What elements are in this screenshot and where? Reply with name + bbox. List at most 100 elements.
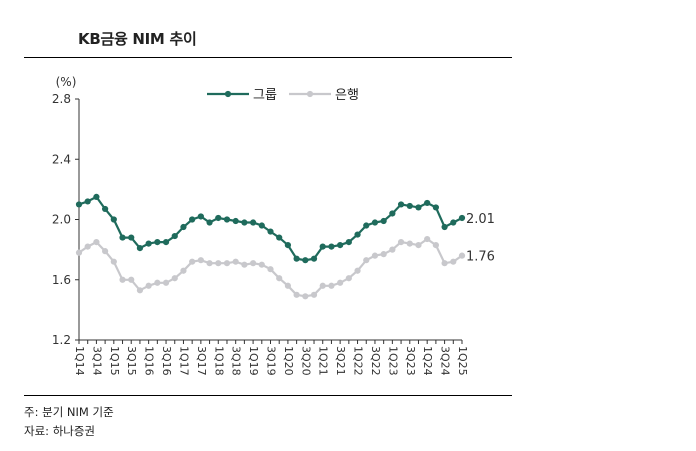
series-group-point [328, 243, 335, 250]
series-group-point [415, 204, 422, 211]
series-group-point [154, 238, 161, 246]
series-group-point [371, 219, 379, 226]
series-group-point [293, 255, 300, 262]
series-bank-point [319, 282, 326, 289]
x-tick-label: 1Q14 [73, 346, 86, 376]
series-bank-point [241, 261, 248, 268]
series-group-point [110, 216, 117, 223]
y-tick-label: 2.0 [52, 213, 71, 227]
series-bank-point [223, 260, 231, 267]
series-bank-point [345, 275, 352, 282]
series-bank-point [154, 279, 161, 286]
x-tick-label: 3Q21 [334, 346, 347, 376]
series-group-point [128, 234, 135, 241]
series-bank-point [145, 282, 152, 289]
x-tick-label: 1Q16 [143, 346, 156, 376]
series-bank-point [450, 258, 457, 265]
series-layer: 2.01 1.76 [75, 193, 495, 300]
footer-divider [24, 395, 512, 396]
series-bank-point [293, 291, 300, 298]
x-tick-label: 3Q17 [195, 346, 208, 376]
series-group-point [84, 198, 91, 205]
legend-item-group: 그룹 [207, 88, 277, 103]
series-group-point [441, 223, 448, 231]
series-bank-point [389, 246, 396, 253]
series-group-point [136, 245, 144, 252]
series-group-point [189, 216, 196, 223]
x-tick-label: 3Q18 [230, 346, 243, 376]
series-group-end-label: 2.01 [466, 212, 495, 227]
series-bank-point [119, 276, 126, 283]
series-bank-point [180, 267, 187, 274]
legend-item-bank: 은행 [289, 87, 359, 103]
series-bank-point [415, 242, 422, 249]
series-bank-point [458, 252, 466, 259]
series-group-point [119, 234, 126, 241]
series-bank-point [371, 252, 379, 259]
x-tick-label: 1Q23 [386, 346, 399, 376]
series-bank-point [215, 260, 222, 267]
series-bank-point [363, 257, 370, 264]
series-bank-point [276, 275, 283, 282]
y-tick-label: 1.2 [52, 333, 71, 347]
series-bank-point [162, 279, 170, 286]
y-axis: (%) 1.2 1.6 2.0 2.4 2.8 [52, 75, 80, 347]
series-bank-point [258, 261, 265, 268]
series-bank-point [102, 248, 109, 255]
series-group-point [267, 228, 274, 235]
series-bank-point [397, 238, 405, 246]
series-group-point [284, 242, 292, 249]
x-tick-label: 1Q21 [317, 346, 330, 376]
series-bank-point [232, 258, 239, 265]
series-group-point [223, 216, 231, 223]
x-tick-label: 3Q15 [125, 346, 138, 376]
series-bank-point [380, 251, 387, 258]
legend-swatch-marker [224, 90, 232, 98]
series-group-point [206, 219, 213, 226]
series-group-point [397, 201, 405, 208]
chart-title: KB금융 NIM 추이 [78, 30, 197, 48]
series-bank-point [267, 266, 274, 273]
footnote: 주: 분기 NIM 기준 [24, 405, 114, 419]
series-bank-point [424, 235, 431, 243]
series-group-point [249, 219, 257, 226]
y-axis-unit-label: (%) [56, 75, 77, 89]
series-group-point [310, 255, 318, 262]
legend-swatch-marker [306, 90, 314, 98]
x-tick-label: 1Q15 [108, 346, 121, 376]
series-bank-end-label: 1.76 [466, 250, 495, 265]
series-bank-point [328, 282, 335, 289]
x-tick-label: 3Q22 [369, 346, 382, 376]
x-tick-label: 3Q19 [265, 346, 278, 376]
series-bank-point [75, 249, 83, 256]
x-tick-label: 1Q20 [282, 346, 295, 376]
series-group-point [75, 201, 83, 208]
series-bank-point [84, 243, 91, 250]
series-group-point [389, 210, 396, 217]
x-tick-label: 3Q20 [299, 346, 312, 376]
series-group-point [197, 213, 204, 220]
series-group-point [162, 238, 170, 246]
y-tick-label: 2.8 [52, 92, 71, 106]
series-bank-point [432, 242, 439, 249]
series-group-point [232, 217, 239, 225]
y-tick-label: 1.6 [52, 273, 71, 287]
x-tick-label: 3Q24 [439, 346, 452, 376]
series-bank-point [206, 260, 213, 267]
series-bank-point [110, 258, 117, 265]
series-bank: 1.76 [75, 235, 495, 300]
y-tick-label: 2.4 [52, 152, 71, 166]
series-group-point [241, 219, 248, 226]
legend-label: 그룹 [253, 88, 277, 103]
series-group-point [171, 232, 178, 240]
series-group-point [276, 234, 283, 241]
series-bank-point [128, 276, 135, 283]
x-tick-label: 1Q18 [212, 346, 225, 376]
series-bank-point [136, 287, 144, 294]
x-tick-label: 3Q14 [90, 346, 103, 376]
series-bank-point [171, 275, 178, 282]
series-group-point [258, 222, 265, 229]
series-group-point [337, 242, 344, 249]
series-bank-point [284, 282, 292, 289]
x-tick-label: 1Q22 [352, 346, 365, 376]
